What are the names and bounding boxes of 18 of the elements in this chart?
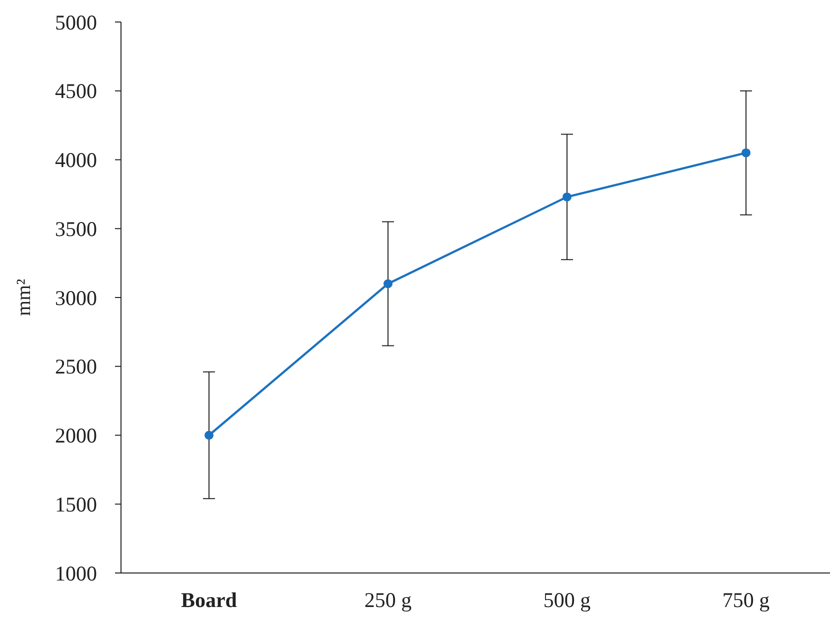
point (562, 192, 572, 202)
y-tick-label: 4500 (55, 79, 97, 104)
y-tick-label: 1500 (55, 492, 97, 516)
y-tick-label: 1000 (55, 561, 97, 586)
y-tick-label: 2000 (55, 424, 97, 448)
y-tick-label: 3000 (55, 286, 97, 310)
y-tick-label: 3500 (55, 216, 97, 241)
y-axis-title: mm² (13, 278, 35, 316)
y-tick-label: 4000 (55, 148, 97, 172)
x-tick-label: Board (180, 588, 238, 612)
point (384, 279, 392, 288)
y-tick-label: 5000 (55, 10, 97, 34)
point (204, 430, 214, 440)
point (742, 148, 750, 158)
x-tick-label: 750 g (722, 588, 770, 612)
y-tick-label: 2500 (55, 354, 97, 379)
x-tick-label: 250 g (364, 588, 412, 612)
x-tick-label: 500 g (543, 588, 592, 612)
